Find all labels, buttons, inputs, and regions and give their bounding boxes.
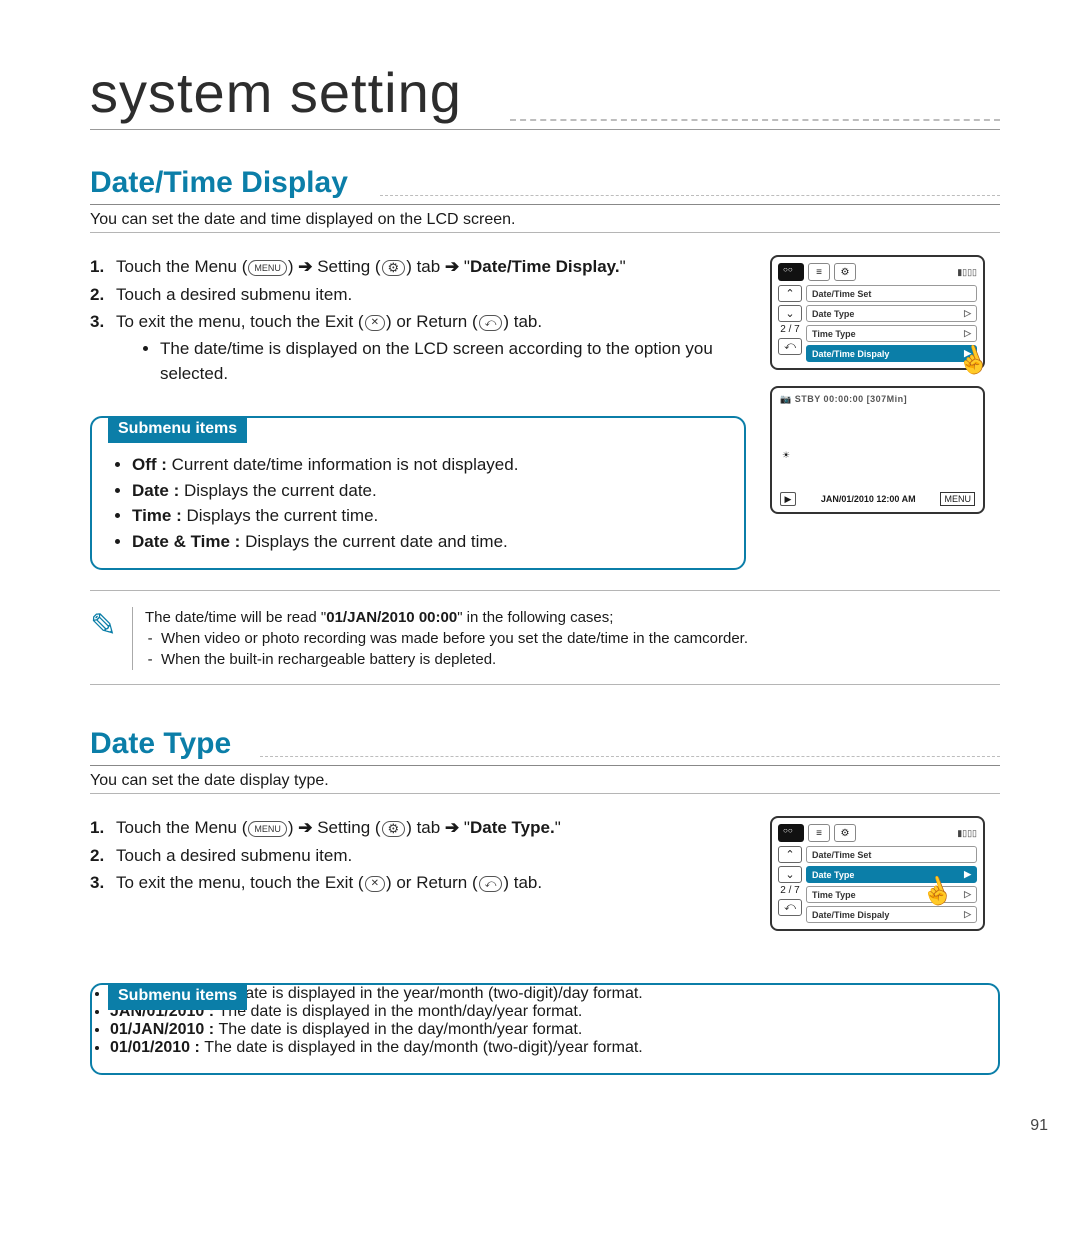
submenu-item: Date & Time : Displays the current date … [132,529,726,555]
menu-item[interactable]: Date/Time Set [806,846,977,863]
exit-icon [365,876,385,892]
gear-icon [382,260,406,276]
submenu-label: Submenu items [108,983,247,1010]
scroll-down-button[interactable]: ⌄ [778,866,802,883]
menu-item[interactable]: Date Type▶ [806,866,977,883]
section-heading: Date/Time Display [90,166,1000,205]
ui-menu-screenshot: ≡ ⚙ ▮▯▯▯ ⌃ ⌄ 2 / 7 ⤺ Date/Time Set Date T… [770,255,985,370]
list-tab-icon: ≡ [808,263,830,281]
step-3: To exit the menu, touch the Exit () or R… [90,310,746,386]
battery-icon: ▮▯▯▯ [957,828,977,839]
menu-item[interactable]: Date/Time Dispaly▷ [806,906,977,923]
step-3: To exit the menu, touch the Exit () or R… [90,871,746,896]
submenu-box: Submenu items 2010/01/01 : The date is d… [90,983,1000,1075]
return-icon [479,315,503,331]
section-heading: Date Type [90,727,1000,766]
menu-item[interactable]: Date/Time Set [806,285,977,302]
ui-menu-screenshot: ≡ ⚙ ▮▯▯▯ ⌃ ⌄ 2 / 7 ⤺ Date/Time Set Date T… [770,816,985,931]
play-icon: ▶ [780,492,796,506]
submenu-item: Off : Current date/time information is n… [132,452,726,478]
menu-item[interactable]: Date Type▷ [806,305,977,322]
camcorder-icon [778,824,804,842]
step-3-note: The date/time is displayed on the LCD sc… [160,337,746,386]
page-number: 91 [1030,1117,1048,1135]
status-text: 📷 STBY 00:00:00 [307Min] [780,394,975,405]
back-button[interactable]: ⤺ [778,899,802,916]
step-2: Touch a desired submenu item. [90,844,746,869]
section-intro: You can set the date display type. [90,772,1000,794]
note-item: When the built-in rechargeable battery i… [161,649,748,670]
gear-icon [382,821,406,837]
page-indicator: 2 / 7 [778,885,802,896]
note-item: When video or photo recording was made b… [161,628,748,649]
step-1: Touch the Menu (MENU) ➔ Setting () tab ➔… [90,816,746,841]
scroll-up-button[interactable]: ⌃ [778,285,802,302]
submenu-item: 01/01/2010 : The date is displayed in th… [110,1039,980,1057]
submenu-item: Date : Displays the current date. [132,478,726,504]
page-indicator: 2 / 7 [778,324,802,335]
camcorder-icon [778,263,804,281]
submenu-box: Submenu items Off : Current date/time in… [90,416,746,570]
back-button[interactable]: ⤺ [778,338,802,355]
note-icon: ✎ [90,607,120,641]
page-title: system setting [90,60,1000,130]
menu-icon: MENU [248,260,287,276]
exit-icon [365,315,385,331]
menu-icon: MENU [248,821,287,837]
submenu-item: 01/JAN/2010 : The date is displayed in t… [110,1021,980,1039]
note-block: ✎ The date/time will be read "01/JAN/201… [90,599,1000,685]
scroll-down-button[interactable]: ⌄ [778,305,802,322]
ui-preview-screenshot: 📷 STBY 00:00:00 [307Min] ☀ ▶ JAN/01/2010… [770,386,985,514]
step-2: Touch a desired submenu item. [90,283,746,308]
submenu-list: Off : Current date/time information is n… [132,452,726,554]
settings-tab-icon: ⚙ [834,824,856,842]
submenu-label: Submenu items [108,416,247,443]
section-date-time-display: Date/Time Display You can set the date a… [90,166,1000,685]
submenu-item: Time : Displays the current time. [132,503,726,529]
settings-tab-icon: ⚙ [834,263,856,281]
menu-item[interactable]: Date/Time Dispaly▶ [806,345,977,362]
scroll-up-button[interactable]: ⌃ [778,846,802,863]
menu-button[interactable]: MENU [940,492,975,506]
battery-icon: ▮▯▯▯ [957,267,977,278]
menu-item[interactable]: Time Type▷ [806,325,977,342]
return-icon [479,876,503,892]
preview-date: JAN/01/2010 12:00 AM [821,494,916,504]
section-intro: You can set the date and time displayed … [90,211,1000,233]
section-date-type: Date Type You can set the date display t… [90,727,1000,1075]
step-1: Touch the Menu (MENU) ➔ Setting () tab ➔… [90,255,746,280]
list-tab-icon: ≡ [808,824,830,842]
